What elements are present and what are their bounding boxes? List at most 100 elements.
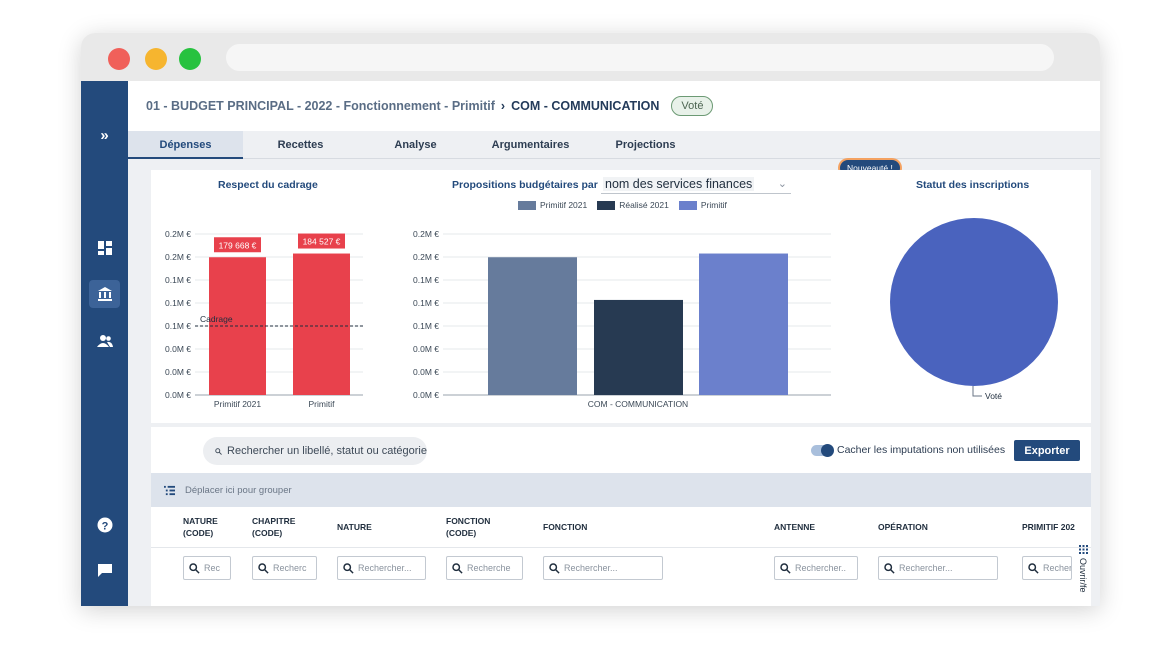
column-header-operation[interactable]: OPÉRATION [878,522,928,532]
search-placeholder: Rechercher un libellé, statut ou catégor… [227,445,427,457]
filter-fonction-code-input[interactable]: Recherche [446,556,523,580]
chevron-down-icon: ⌄ [777,178,787,190]
column-header-line2: (CODE) [446,528,477,538]
help-icon[interactable]: ? [89,511,120,539]
column-header-nature[interactable]: NATURE [337,522,372,532]
data-label-box [298,233,345,249]
legend-item[interactable]: Primitif 2021 [518,200,587,210]
y-tick-label: 0.0M € [413,367,439,377]
group-drop-zone[interactable]: Déplacer ici pour grouper [151,473,1091,507]
column-header-line2: (CODE) [183,528,214,538]
breadcrumb-current: COM - COMMUNICATION [511,99,660,113]
filter-nature-input[interactable]: Rechercher... [337,556,426,580]
pie-slice [890,218,1058,386]
filter-placeholder: Rechercher.. [795,563,847,573]
y-tick-label: 0.1M € [165,298,191,308]
column-header-line1: CHAPITRE [252,516,296,526]
filter-nature-code-input[interactable]: Rec [183,556,231,580]
dashboard-icon[interactable] [89,234,120,262]
search-icon [452,562,463,574]
legend-label: Réalisé 2021 [619,200,669,210]
pie-label-leader [972,386,982,397]
filter-antenne-input[interactable]: Rechercher.. [774,556,858,580]
filter-fonction-input[interactable]: Rechercher... [543,556,663,580]
sidebar: » ? [81,81,128,606]
search-icon [1028,562,1039,574]
tab-argumentaires[interactable]: Argumentaires [491,139,570,151]
column-header-primitif[interactable]: PRIMITIF 202 [1022,522,1075,532]
statut-chart-title: Statut des inscriptions [916,179,1030,191]
hide-unused-toggle[interactable] [811,444,834,457]
y-tick-label: 0.1M € [413,275,439,285]
bank-icon[interactable] [89,280,120,308]
close-window-button[interactable] [108,48,130,70]
column-header-fonction-code[interactable]: FONCTION (CODE) [446,515,490,539]
chat-icon[interactable] [89,556,120,584]
tab-depenses[interactable]: Dépenses [128,131,243,159]
address-bar[interactable] [226,44,1054,71]
column-header-chapitre-code[interactable]: CHAPITRE (CODE) [252,515,295,539]
y-tick-label: 0.0M € [413,390,439,400]
group-by-select[interactable]: nom des services finances ⌄ [601,174,791,194]
browser-window: » ? 01 - BUDGET PRINCIPAL - 2022 - Fonct… [81,33,1100,606]
propositions-bar [699,253,788,395]
breadcrumb: 01 - BUDGET PRINCIPAL - 2022 - Fonctionn… [146,96,714,116]
group-by-select-value: nom des services finances [603,176,755,191]
column-header-fonction[interactable]: FONCTION [543,522,588,532]
y-tick-label: 0.2M € [165,229,191,239]
legend-item[interactable]: Réalisé 2021 [597,200,669,210]
filter-operation-input[interactable]: Rechercher... [878,556,998,580]
tab-analyse[interactable]: Analyse [394,139,437,151]
search-icon [780,562,791,574]
filter-placeholder: Rechercher... [358,563,412,573]
search-icon [189,562,200,574]
data-label: 184 527 € [303,237,341,247]
search-icon [215,447,222,455]
window-titlebar [81,33,1100,81]
settings-icon[interactable] [89,602,120,606]
toggle-side-panel[interactable]: Ouvrir/fe [1076,545,1090,593]
y-tick-label: 0.1M € [413,321,439,331]
y-tick-label: 0.0M € [413,344,439,354]
column-header-line1: FONCTION [446,516,491,526]
legend-swatch [518,200,536,210]
filter-placeholder: Recherc [273,563,307,573]
filter-placeholder: Rec [204,563,221,573]
cadrage-reference-label: Cadrage [200,314,233,324]
export-button[interactable]: Exporter [1014,440,1080,461]
breadcrumb-path[interactable]: 01 - BUDGET PRINCIPAL - 2022 - Fonctionn… [146,99,495,113]
legend-item[interactable]: Primitif [678,200,727,210]
column-header-antenne[interactable]: ANTENNE [774,522,816,532]
grid-icon [1078,545,1088,554]
tab-bar: Dépenses Recettes Analyse Argumentaires … [128,131,1100,159]
users-icon[interactable] [89,327,120,355]
filter-chapitre-code-input[interactable]: Recherc [252,556,317,580]
filter-placeholder: Recherche [467,563,511,573]
charts-svg: 0.0M € 0.0M € 0.0M € 0.1M € 0.1M € 0.1M € 0.2M… [165,218,1058,409]
x-tick-label: COM - COMMUNICATION [588,399,688,409]
tab-recettes[interactable]: Recettes [277,139,324,151]
expand-sidebar-button[interactable]: » [100,126,109,144]
minimize-window-button[interactable] [145,48,167,70]
maximize-window-button[interactable] [179,48,201,70]
y-tick-label: 0.0M € [165,367,191,377]
y-tick-label: 0.0M € [165,390,191,400]
pie-label: Voté [985,391,1002,401]
tab-projections[interactable]: Projections [615,139,676,151]
breadcrumb-separator: › [500,99,506,113]
column-header-nature-code[interactable]: NATURE (CODE) [183,515,218,539]
cadrage-chart-title: Respect du cadrage [218,179,318,191]
main-content: 01 - BUDGET PRINCIPAL - 2022 - Fonctionn… [128,81,1100,606]
y-tick-label: 0.2M € [413,229,439,239]
search-icon [549,562,560,574]
legend-label: Primitif [700,200,727,210]
y-tick-label: 0.1M € [413,298,439,308]
filter-primitif-input[interactable]: Recher [1022,556,1072,580]
y-tick-label: 0.2M € [413,252,439,262]
propositions-legend: Primitif 2021 Réalisé 2021 Primitif [518,200,727,210]
legend-swatch [597,200,616,210]
search-icon [258,562,269,574]
toggle-knob [821,444,834,457]
x-tick-label: Primitif 2021 [214,399,262,409]
search-input[interactable]: Rechercher un libellé, statut ou catégor… [203,437,427,465]
